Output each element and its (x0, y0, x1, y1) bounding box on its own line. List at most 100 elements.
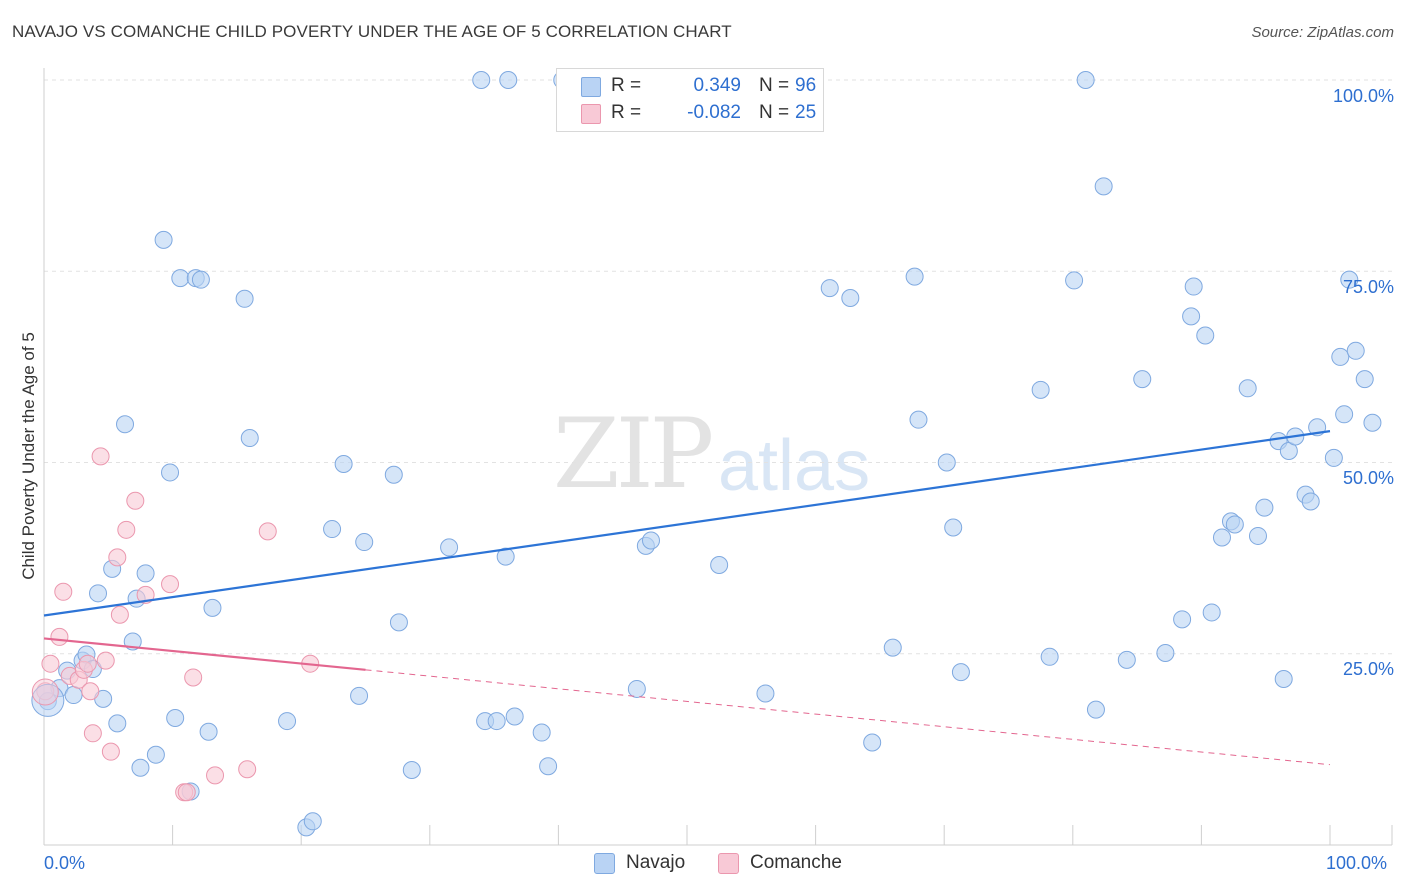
navajo-point (951, 663, 970, 682)
navajo-point (499, 71, 518, 89)
navajo-point (496, 547, 515, 566)
n-value: 25 (795, 102, 817, 123)
navajo-point (350, 686, 369, 705)
navajo-point (1355, 370, 1374, 389)
comanche-point (83, 724, 102, 743)
navajo-point (1196, 326, 1215, 345)
y-tick-25: 25.0% (1342, 659, 1394, 679)
navajo-point (303, 812, 322, 831)
navajo-point (1324, 448, 1343, 467)
navajo-point (756, 684, 775, 703)
source-label: Source: ZipAtlas.com (1251, 24, 1394, 41)
navajo-point (1173, 610, 1192, 629)
comanche-point (81, 682, 100, 701)
x-tick-100: 100.0% (1326, 853, 1388, 873)
comanche-point (108, 548, 127, 567)
comanche-point (117, 520, 136, 539)
x-tick-0: 0.0% (44, 853, 86, 873)
chart-title: NAVAJO VS COMANCHE CHILD POVERTY UNDER T… (12, 22, 732, 41)
navajo-point (1184, 277, 1203, 296)
navajo-point (171, 269, 190, 288)
navajo-point (323, 520, 342, 539)
n-value: 96 (795, 75, 817, 96)
comanche-point (91, 447, 110, 466)
navajo-point (1156, 643, 1175, 662)
r-value: -0.082 (687, 102, 741, 123)
navajo-trend-line (43, 430, 1331, 617)
comanche-legend-label: Comanche (750, 852, 842, 873)
navajo-point (278, 712, 297, 731)
navajo-legend-swatch (594, 853, 615, 874)
navajo-point (1076, 71, 1095, 89)
r-value: 0.349 (693, 75, 741, 96)
navajo-point (505, 707, 524, 726)
navajo-point (1248, 526, 1267, 545)
comanche-point (184, 668, 203, 687)
navajo-point (1238, 379, 1257, 398)
navajo-point (627, 679, 646, 698)
navajo-point (402, 761, 421, 780)
comanche-point (96, 651, 115, 670)
navajo-point (883, 638, 902, 657)
comanche-legend-swatch (718, 853, 739, 874)
navajo-point (191, 270, 210, 289)
navajo-point (334, 455, 353, 474)
comanche-point (78, 654, 97, 673)
comanche-point (177, 783, 196, 802)
comanche-point (50, 627, 69, 646)
navajo-point (472, 71, 491, 89)
navajo-point (199, 722, 218, 741)
axes (43, 68, 1393, 846)
navajo-point (89, 584, 108, 603)
comanche-point (54, 582, 73, 601)
r-label: R = (611, 102, 642, 123)
navajo-point (1225, 515, 1244, 534)
navajo-point (1346, 341, 1365, 360)
comanche-point (258, 522, 277, 541)
navajo-point (863, 733, 882, 752)
navajo-point (440, 538, 459, 557)
data-points (31, 71, 1382, 837)
navajo-point (389, 613, 408, 632)
y-tick-50: 50.0% (1342, 468, 1394, 488)
navajo-point (1212, 528, 1231, 547)
navajo-point (1040, 647, 1059, 666)
y-tick-100: 100.0% (1332, 86, 1394, 106)
navajo-point (1331, 347, 1350, 366)
navajo-point (710, 556, 729, 575)
navajo-point (131, 758, 150, 777)
navajo-point (108, 714, 127, 733)
navajo-point (841, 289, 860, 308)
navajo-point (235, 289, 254, 308)
navajo-point (1133, 370, 1152, 389)
comanche-point (206, 766, 225, 785)
n-label: N = (759, 75, 790, 96)
comanche-point (101, 742, 120, 761)
navajo-point (154, 230, 173, 249)
navajo-point (487, 712, 506, 731)
n-label: N = (759, 102, 790, 123)
navajo-point (1065, 271, 1084, 290)
navajo-point (905, 267, 924, 286)
navajo-point (1340, 270, 1359, 289)
navajo-point (136, 564, 155, 583)
navajo-point (1255, 498, 1274, 517)
navajo-point (944, 518, 963, 537)
navajo-point (1086, 700, 1105, 719)
comanche-trend-extension (365, 669, 1331, 766)
comanche-point (238, 760, 257, 779)
y-tick-75: 75.0% (1342, 277, 1394, 297)
navajo-point (1363, 413, 1382, 432)
comanche-point (41, 654, 60, 673)
navajo-point (384, 465, 403, 484)
navajo-point (1094, 177, 1113, 196)
navajo-point (146, 745, 165, 764)
navajo-point (240, 429, 259, 448)
navajo-point (355, 533, 374, 552)
navajo-point (116, 415, 135, 434)
comanche-point (110, 605, 129, 624)
navajo-point (909, 410, 928, 429)
trend-lines (43, 430, 1331, 766)
watermark-zip: ZIP (553, 398, 714, 510)
